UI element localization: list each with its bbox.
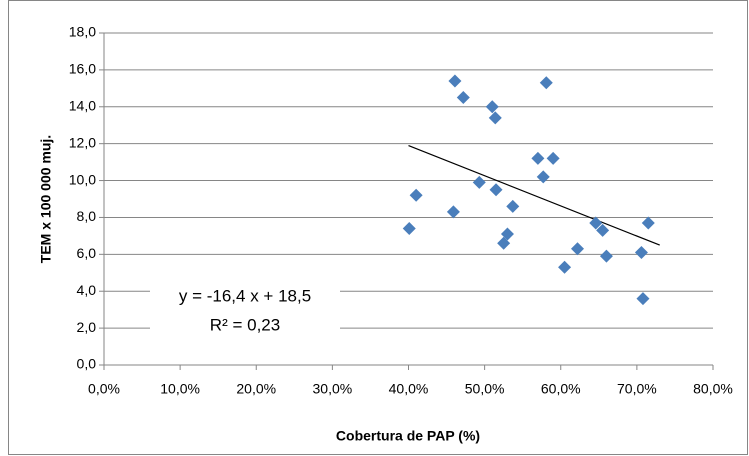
data-point [570, 242, 584, 256]
y-tick-label: 4,0 [77, 282, 97, 298]
data-point [536, 170, 550, 184]
y-axis-title: TEM x 100 000 muj. [38, 135, 54, 263]
data-point [488, 111, 502, 125]
trend-r-squared: R² = 0,23 [210, 315, 280, 334]
data-point [456, 91, 470, 105]
data-point [531, 151, 545, 165]
x-tick-label: 30,0% [313, 381, 353, 397]
y-tick-label: 0,0 [77, 356, 97, 372]
x-tick-label: 80,0% [693, 381, 733, 397]
x-tick-label: 40,0% [389, 381, 429, 397]
y-tick-label: 2,0 [77, 319, 97, 335]
x-tick-label: 60,0% [541, 381, 581, 397]
data-point [448, 74, 462, 88]
x-tick-label: 70,0% [617, 381, 657, 397]
data-point [500, 227, 514, 241]
y-tick-label: 6,0 [77, 245, 97, 261]
x-tick-label: 20,0% [236, 381, 276, 397]
data-point [409, 188, 423, 202]
data-point [596, 223, 610, 237]
x-tick-label: 0,0% [88, 381, 120, 397]
trend-equation: y = -16,4 x + 18,5 [179, 286, 311, 305]
y-tick-label: 14,0 [69, 97, 96, 113]
x-tick-label: 50,0% [465, 381, 505, 397]
y-tick-label: 16,0 [69, 61, 96, 77]
data-point [489, 183, 503, 197]
x-tick-label: 10,0% [160, 381, 200, 397]
data-point [497, 236, 511, 250]
data-point [558, 260, 572, 274]
y-tick-label: 12,0 [69, 134, 96, 150]
equation-background [150, 282, 340, 340]
data-point [599, 249, 613, 263]
trendline [408, 144, 660, 246]
data-point [485, 100, 499, 114]
chart-border [8, 0, 748, 455]
data-point [539, 76, 553, 90]
data-point [402, 222, 416, 236]
data-point [472, 175, 486, 189]
data-point [641, 216, 655, 230]
y-tick-label: 10,0 [69, 171, 96, 187]
data-point [546, 151, 560, 165]
data-point [634, 245, 648, 259]
y-tick-label: 8,0 [77, 208, 97, 224]
y-tick-label: 18,0 [69, 24, 96, 40]
x-axis-title: Cobertura de PAP (%) [336, 428, 480, 444]
data-point [589, 216, 603, 230]
data-point [506, 199, 520, 213]
data-point [636, 292, 650, 306]
data-point [446, 205, 460, 219]
